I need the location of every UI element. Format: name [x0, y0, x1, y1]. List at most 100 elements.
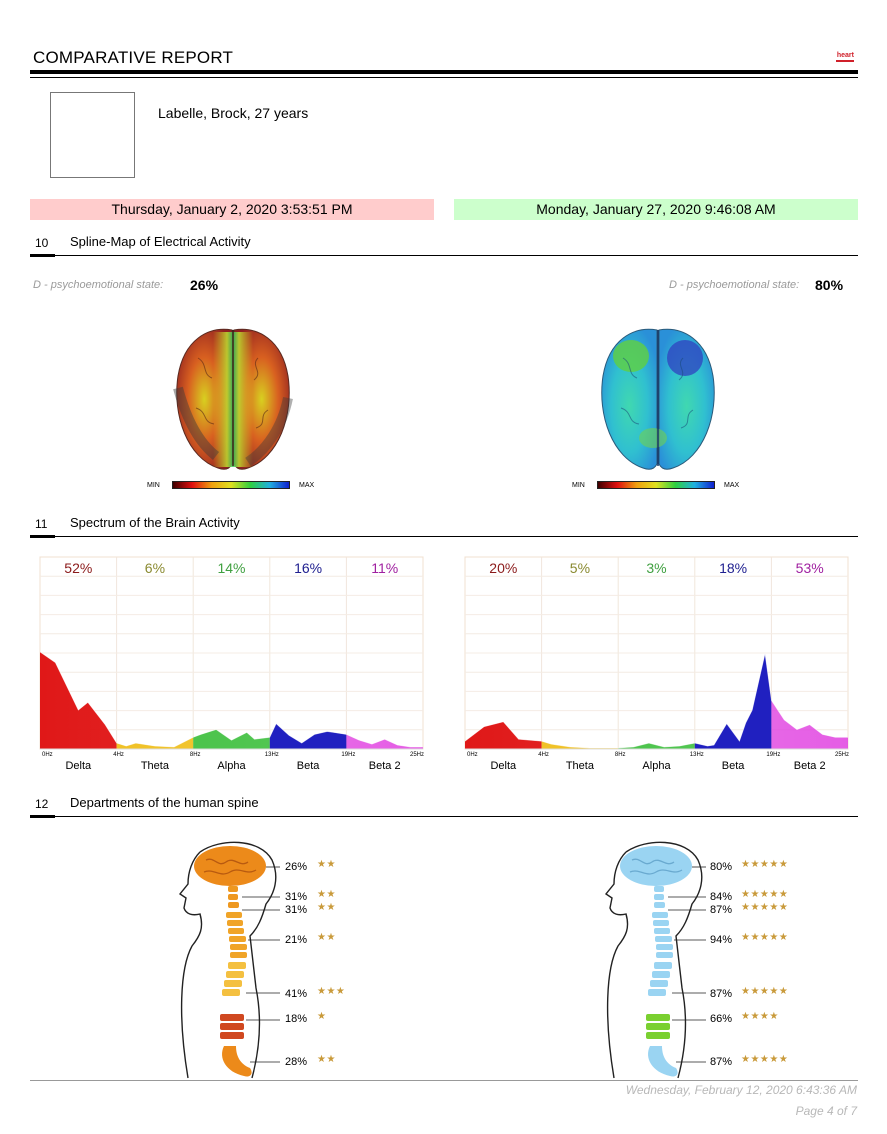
hz-tick-8hz: 8Hz [190, 752, 201, 758]
hz-tick-19hz: 19Hz [766, 752, 780, 758]
spine-pct-left-6: 18% [285, 1013, 308, 1025]
spine-stars-left-6: ★ [317, 1011, 327, 1022]
band-percent-alpha: 14% [217, 560, 245, 576]
spine-stars-right-6: ★★★★ [741, 1011, 779, 1022]
spine-stars-left-1: ★★ [317, 859, 336, 870]
spectrum-area-beta [269, 723, 347, 749]
spectrum-area-delta [465, 721, 542, 749]
brain-map-left [173, 328, 293, 470]
section-10-number: 10 [35, 236, 49, 250]
patient-photo-placeholder [50, 92, 135, 178]
section-11-number: 11 [35, 517, 48, 531]
spine-pct-right-3: 87% [710, 904, 733, 916]
band-name-delta: Delta [490, 760, 517, 772]
header-rule-thick [30, 70, 858, 74]
spine-stars-right-3: ★★★★★ [741, 902, 789, 913]
hz-tick-0hz: 0Hz [42, 752, 53, 758]
report-title: COMPARATIVE REPORT [33, 48, 234, 67]
spine-stars-left-2: ★★ [317, 889, 336, 900]
footer-rule [30, 1080, 858, 1081]
hz-tick-13hz: 13Hz [265, 752, 279, 758]
section-11-title: Spectrum of the Brain Activity [70, 515, 240, 530]
band-percent-beta: 18% [719, 560, 747, 576]
spine-pct-left-3: 31% [285, 904, 308, 916]
band-name-beta: Beta [722, 760, 746, 772]
spine-figure-right [604, 841, 706, 1079]
spine-stars-left-5: ★★★ [317, 986, 346, 997]
spine-pct-right-7: 87% [710, 1056, 733, 1068]
spine-stars-right-2: ★★★★★ [741, 889, 789, 900]
section-12-number: 12 [35, 797, 49, 811]
section-12-rule [30, 816, 858, 817]
spine-pct-right-6: 66% [710, 1013, 733, 1025]
spectrum-area-theta [541, 741, 619, 749]
brain-map-right [601, 328, 715, 470]
spine-stars-right-7: ★★★★★ [741, 1054, 789, 1065]
spine-stars-left-4: ★★ [317, 932, 336, 943]
scale-max-label-left: MAX [299, 482, 315, 489]
spine-pct-right-1: 80% [710, 861, 733, 873]
spine-pct-right-4: 94% [710, 934, 733, 946]
hz-tick-4hz: 4Hz [113, 752, 124, 758]
spectrum-chart-left: 52% 6% 14% 16% 11% 0Hz 4Hz 8Hz 13Hz 19Hz 25Hz Delta… [39, 556, 424, 772]
band-percent-alpha: 3% [646, 560, 666, 576]
spectrum-outline [464, 653, 848, 749]
psy-state-label-right: D - psychoemotional state: [669, 279, 800, 291]
session-date-left: Thursday, January 2, 2020 3:53:51 PM [30, 199, 434, 220]
section-12-title: Departments of the human spine [70, 795, 259, 810]
header-rule-thin [30, 77, 858, 78]
spectrum-area-alpha [618, 743, 695, 749]
psy-state-label-left: D - psychoemotional state: [33, 279, 164, 291]
scale-max-label-right: MAX [724, 482, 740, 489]
scale-min-label-right: MIN [572, 482, 585, 489]
spectrum-area-delta [40, 652, 117, 749]
color-scale-right [597, 481, 715, 489]
spectrum-area-beta [694, 653, 772, 749]
band-name-alpha: Alpha [217, 760, 246, 772]
hz-tick-13hz: 13Hz [690, 752, 704, 758]
section-11-rule [30, 536, 858, 537]
spectrum-area-beta-2 [346, 734, 423, 749]
spine-pct-left-1: 26% [285, 861, 308, 873]
hz-tick-25hz: 25Hz [835, 752, 849, 758]
band-percent-theta: 6% [145, 560, 165, 576]
psy-state-value-right: 80% [815, 277, 844, 293]
band-name-beta: Beta [297, 760, 321, 772]
spine-pct-left-7: 28% [285, 1056, 308, 1068]
band-percent-beta-2: 11% [371, 560, 398, 576]
session-date-right: Monday, January 27, 2020 9:46:08 AM [454, 199, 858, 220]
section-11-rule-mark [30, 535, 55, 538]
band-name-theta: Theta [566, 760, 595, 772]
scale-min-label-left: MIN [147, 482, 160, 489]
patient-name: Labelle, Brock, 27 years [158, 105, 309, 121]
hz-tick-25hz: 25Hz [410, 752, 424, 758]
brand-logo-underline [836, 60, 854, 62]
hz-tick-4hz: 4Hz [538, 752, 549, 758]
spine-figure-left [178, 841, 280, 1079]
spine-pct-right-2: 84% [710, 891, 733, 903]
footer-page-number: Page 4 of 7 [795, 1104, 857, 1118]
band-percent-beta: 16% [294, 560, 322, 576]
band-name-delta: Delta [65, 760, 92, 772]
hz-tick-8hz: 8Hz [615, 752, 626, 758]
band-name-beta-2: Beta 2 [369, 760, 401, 772]
section-12-rule-mark [30, 815, 55, 818]
spectrum-area-beta-2 [771, 700, 848, 749]
spectrum-chart-right: 20% 5% 3% 18% 53% 0Hz 4Hz 8Hz 13Hz 19Hz 25Hz Delta T… [464, 556, 849, 772]
spine-stars-left-3: ★★ [317, 902, 336, 913]
band-name-alpha: Alpha [642, 760, 671, 772]
spine-stars-right-4: ★★★★★ [741, 932, 789, 943]
spine-stars-right-5: ★★★★★ [741, 986, 789, 997]
footer-timestamp: Wednesday, February 12, 2020 6:43:36 AM [625, 1083, 857, 1097]
section-10-title: Spline-Map of Electrical Activity [70, 234, 251, 249]
spectrum-area-alpha [193, 729, 270, 749]
color-scale-left [172, 481, 290, 489]
hz-tick-19hz: 19Hz [341, 752, 355, 758]
spectrum-outline [39, 651, 423, 748]
brand-logo-text: heart [836, 52, 854, 59]
spectrum-area-theta [116, 737, 194, 749]
spine-stars-left-7: ★★ [317, 1054, 336, 1065]
section-10-rule-mark [30, 254, 55, 257]
band-name-theta: Theta [141, 760, 170, 772]
band-percent-beta-2: 53% [796, 560, 824, 576]
